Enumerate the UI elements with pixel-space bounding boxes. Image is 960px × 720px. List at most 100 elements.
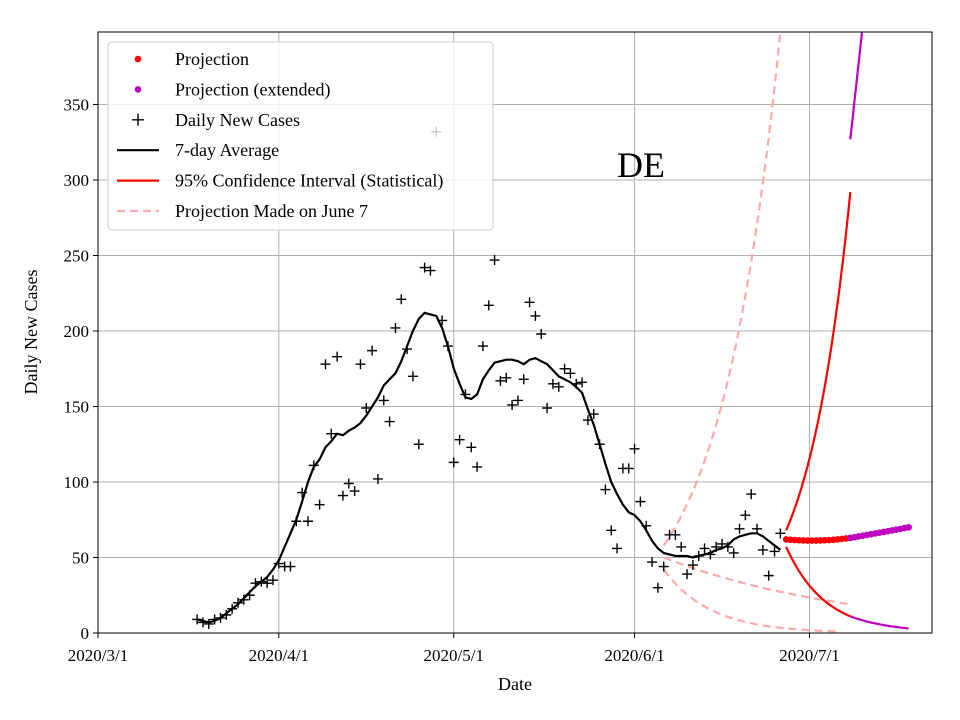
daily-case-point	[203, 618, 214, 629]
daily-case-point	[372, 473, 383, 484]
y-tick-label: 300	[64, 171, 90, 190]
x-tick-label: 2020/5/1	[424, 646, 484, 665]
legend-label-june7: Projection Made on June 7	[175, 201, 368, 221]
daily-case-point	[454, 434, 465, 445]
x-tick-label: 2020/6/1	[604, 646, 664, 665]
june7-projection-group	[662, 31, 851, 633]
daily-case-point	[256, 576, 267, 587]
daily-case-point	[687, 560, 698, 571]
daily-case-point	[588, 409, 599, 420]
daily-case-point	[221, 609, 232, 620]
plot-frame	[97, 31, 933, 634]
legend-label-ci: 95% Confidence Interval (Statistical)	[175, 171, 443, 192]
projection-extended-point	[905, 523, 912, 531]
annotation-label: DE	[617, 145, 665, 185]
y-tick-label: 250	[64, 246, 90, 265]
daily-case-point	[553, 381, 564, 392]
daily-case-point	[512, 395, 523, 406]
daily-case-point	[215, 612, 226, 623]
daily-case-point	[314, 499, 325, 510]
daily-case-point	[343, 478, 354, 489]
daily-case-point	[262, 578, 273, 589]
legend-marker-daily	[132, 113, 144, 126]
june7-upper-line	[662, 31, 782, 547]
daily-case-point	[390, 322, 401, 333]
daily-case-point	[612, 543, 623, 554]
legend-label-avg: 7-day Average	[175, 140, 279, 160]
daily-case-point	[740, 510, 751, 521]
daily-case-point	[670, 529, 681, 540]
daily-case-point	[623, 463, 634, 474]
daily-case-point	[477, 341, 488, 352]
daily-case-point	[501, 372, 512, 383]
y-axis-title: Daily New Cases	[21, 270, 41, 395]
daily-case-point	[483, 300, 494, 311]
daily-case-point	[699, 543, 710, 554]
daily-case-point	[746, 489, 757, 500]
daily-case-point	[361, 403, 372, 414]
daily-case-point	[320, 359, 331, 370]
daily-case-point	[425, 265, 436, 276]
daily-case-point	[606, 525, 617, 536]
daily-case-point	[209, 614, 220, 625]
daily-case-point	[507, 399, 518, 410]
daily-case-point	[337, 490, 348, 501]
x-tick-label: 2020/3/1	[68, 646, 128, 665]
seven-day-average-group	[196, 311, 782, 624]
daily-case-point	[332, 351, 343, 362]
confidence-interval-group	[785, 31, 909, 630]
daily-case-point	[641, 520, 652, 531]
daily-case-point	[536, 329, 547, 340]
ci-upper-line	[785, 191, 852, 531]
y-tick-label: 200	[64, 322, 90, 341]
daily-case-point	[658, 561, 669, 572]
daily-case-point	[489, 255, 500, 266]
daily-case-point	[577, 377, 588, 388]
daily-case-point	[291, 516, 302, 527]
daily-case-point	[495, 375, 506, 386]
x-tick-label: 2020/4/1	[249, 646, 309, 665]
y-tick-label: 0	[81, 624, 90, 643]
daily-case-point	[472, 461, 483, 472]
daily-case-point	[524, 297, 535, 308]
daily-case-point	[460, 389, 471, 400]
daily-case-point	[518, 374, 529, 385]
legend-label-projection_ext: Projection (extended)	[175, 79, 330, 100]
y-axis: 0 50 100 150 200 250 300 350	[64, 95, 98, 643]
daily-case-point	[402, 344, 413, 355]
projection-group	[782, 523, 912, 544]
ci-upper-extended-line	[849, 31, 864, 140]
ci-lower-line	[785, 546, 851, 618]
daily-case-point	[711, 541, 722, 552]
daily-case-point	[582, 415, 593, 426]
legend-label-daily: Daily New Cases	[175, 110, 300, 130]
daily-case-point	[559, 363, 570, 374]
daily-case-point	[297, 487, 308, 498]
legend: Projection Projection (extended) Daily New…	[107, 41, 494, 231]
x-tick-label: 2020/7/1	[779, 646, 839, 665]
daily-case-point	[384, 416, 395, 427]
daily-case-point	[571, 378, 582, 389]
x-axis-title: Date	[498, 674, 532, 694]
daily-case-point	[629, 443, 640, 454]
daily-case-point	[285, 561, 296, 572]
daily-case-point	[722, 541, 733, 552]
daily-case-point	[775, 528, 786, 539]
daily-case-point	[407, 371, 418, 382]
legend-label-projection: Projection	[175, 49, 249, 69]
daily-case-point	[594, 439, 605, 450]
daily-case-point	[378, 395, 389, 406]
daily-case-point	[682, 569, 693, 580]
daily-case-point	[652, 582, 663, 593]
daily-case-point	[396, 294, 407, 305]
daily-case-point	[530, 310, 541, 321]
daily-case-point	[413, 439, 424, 450]
june7-center-line	[663, 556, 851, 606]
y-tick-label: 50	[72, 548, 89, 567]
daily-case-point	[448, 457, 459, 468]
daily-case-point	[600, 484, 611, 495]
daily-case-point	[466, 442, 477, 453]
daily-case-point	[367, 345, 378, 356]
y-tick-label: 150	[64, 397, 90, 416]
